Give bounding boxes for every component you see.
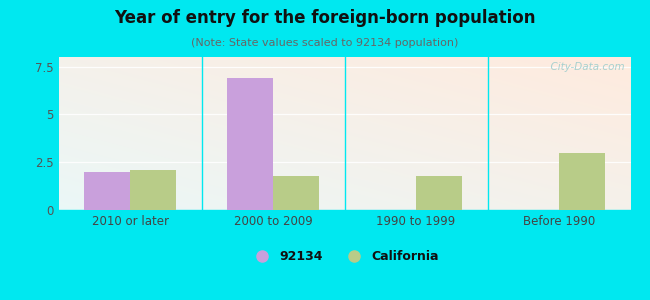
Text: (Note: State values scaled to 92134 population): (Note: State values scaled to 92134 popu… — [191, 38, 459, 47]
Bar — [227, 78, 273, 210]
Bar — [416, 176, 462, 210]
Bar — [84, 172, 130, 210]
Legend: 92134, California: 92134, California — [244, 245, 445, 268]
Text: Year of entry for the foreign-born population: Year of entry for the foreign-born popul… — [114, 9, 536, 27]
Bar — [273, 176, 318, 210]
Text: City-Data.com: City-Data.com — [544, 61, 625, 72]
Bar — [559, 153, 604, 210]
Bar — [130, 170, 176, 210]
